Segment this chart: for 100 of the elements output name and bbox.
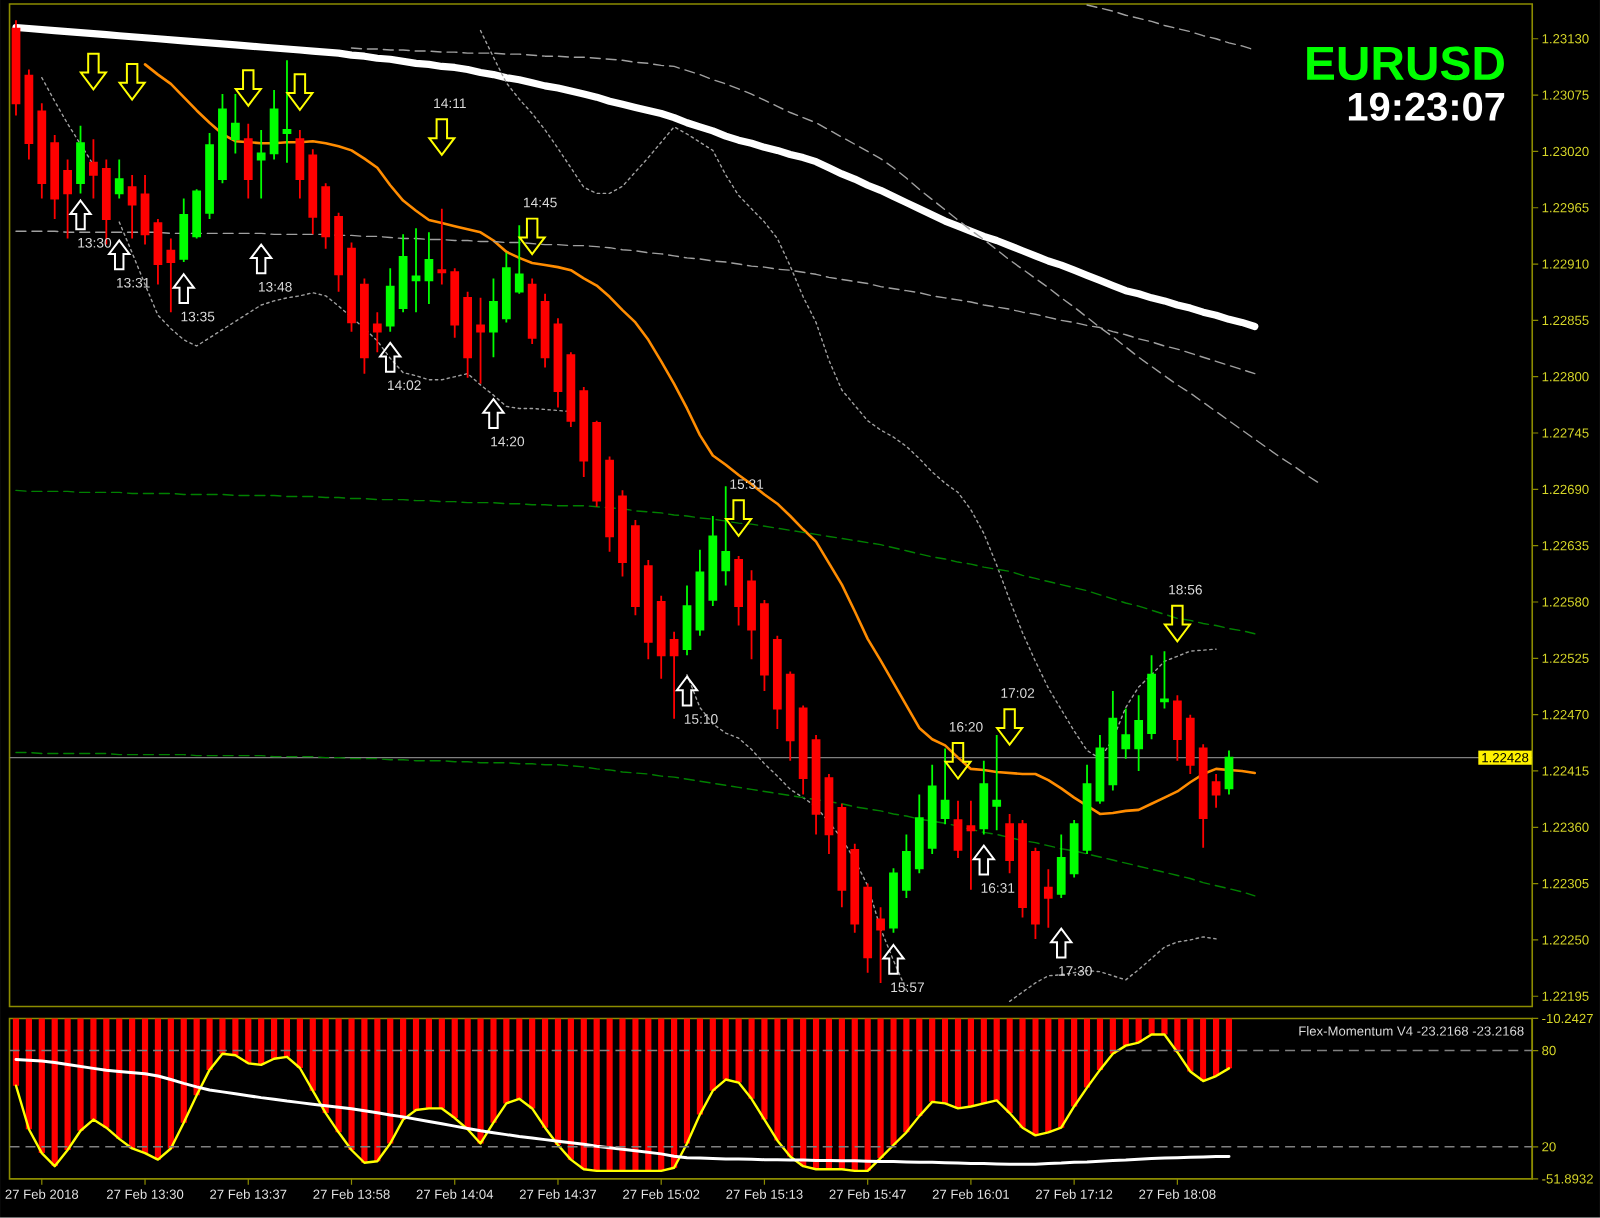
candlestick xyxy=(1043,868,1053,929)
candlestick xyxy=(747,569,756,661)
point xyxy=(234,69,262,107)
candlestick xyxy=(631,519,640,617)
candlestick xyxy=(76,125,85,195)
point xyxy=(172,273,195,305)
candlestick xyxy=(708,515,718,608)
candlestick xyxy=(540,292,550,369)
point xyxy=(286,73,314,111)
candlestick xyxy=(837,802,847,909)
candlestick xyxy=(618,489,627,578)
candlestick xyxy=(295,129,305,200)
point xyxy=(518,217,546,256)
candlestick xyxy=(1198,743,1208,849)
candlestick xyxy=(1185,713,1195,776)
candlestick xyxy=(785,670,795,762)
candlestick xyxy=(695,548,705,637)
candlestick xyxy=(411,227,421,314)
point xyxy=(1163,604,1191,643)
candlestick xyxy=(979,759,989,836)
candlestick xyxy=(992,734,1002,832)
candlestick xyxy=(50,134,60,221)
candlestick xyxy=(1172,694,1182,762)
candlestick xyxy=(218,93,227,185)
candlestick xyxy=(811,734,821,836)
candlestick xyxy=(347,241,356,333)
candlestick xyxy=(863,882,873,974)
candlestick xyxy=(760,599,769,693)
point xyxy=(882,944,905,975)
candlestick xyxy=(140,174,150,246)
candlestick xyxy=(721,485,731,587)
candlestick xyxy=(1082,764,1092,855)
candlestick xyxy=(850,842,860,934)
point xyxy=(428,118,456,156)
candlestick xyxy=(489,277,498,359)
candlestick xyxy=(514,224,524,295)
candlestick xyxy=(192,188,202,240)
candlestick xyxy=(385,267,395,333)
point xyxy=(675,675,699,707)
candlestick xyxy=(656,595,666,680)
candlestick xyxy=(1160,650,1169,710)
candlestick xyxy=(153,218,163,286)
candlestick xyxy=(127,174,137,240)
candlestick xyxy=(230,93,240,155)
point xyxy=(379,341,402,373)
candlestick xyxy=(1121,707,1131,760)
candlestick xyxy=(463,290,473,379)
candlestick xyxy=(1056,833,1066,899)
candlestick xyxy=(682,584,692,657)
candlestick xyxy=(940,747,950,826)
candlestick xyxy=(1031,846,1040,940)
point xyxy=(250,243,273,275)
point xyxy=(482,398,505,430)
candlestick xyxy=(501,252,511,324)
candlestick xyxy=(953,799,963,860)
point xyxy=(725,499,753,537)
candlestick xyxy=(1005,813,1014,875)
candlestick xyxy=(772,635,782,730)
candlestick xyxy=(450,267,460,339)
candlestick xyxy=(166,237,176,314)
candlestick xyxy=(605,455,614,553)
point xyxy=(118,63,146,101)
candlestick xyxy=(308,148,318,236)
candlestick xyxy=(1018,819,1027,919)
candlestick xyxy=(424,231,434,306)
text: 19:23:07 xyxy=(1348,92,1505,121)
candlestick xyxy=(824,773,834,855)
candlestick xyxy=(437,207,447,286)
point xyxy=(944,742,972,780)
candlestick xyxy=(89,138,98,200)
point xyxy=(108,239,131,271)
candlestick xyxy=(643,559,653,661)
candlestick xyxy=(398,233,408,314)
candlestick xyxy=(1211,773,1221,809)
candlestick xyxy=(24,68,34,161)
point xyxy=(996,708,1024,746)
candlestick xyxy=(592,419,602,508)
candlestick xyxy=(205,132,214,221)
candlestick xyxy=(669,630,679,720)
candlestick xyxy=(889,867,898,934)
candlestick xyxy=(11,19,21,117)
point xyxy=(79,52,107,91)
candlestick xyxy=(1134,694,1144,772)
candlestick xyxy=(179,197,189,264)
candlestick xyxy=(37,102,47,200)
candlestick xyxy=(553,317,563,409)
candlestick xyxy=(114,158,124,200)
candlestick xyxy=(927,764,937,855)
candlestick xyxy=(360,277,369,375)
candlestick xyxy=(243,122,253,200)
candlestick xyxy=(334,212,343,293)
candlestick xyxy=(256,129,266,200)
candlestick xyxy=(1147,654,1156,741)
candlestick xyxy=(527,277,537,345)
candlestick xyxy=(321,182,331,250)
candlestick xyxy=(282,59,292,164)
point xyxy=(69,199,92,231)
candlestick xyxy=(63,158,72,240)
point xyxy=(972,844,995,876)
candlestick xyxy=(734,555,744,627)
